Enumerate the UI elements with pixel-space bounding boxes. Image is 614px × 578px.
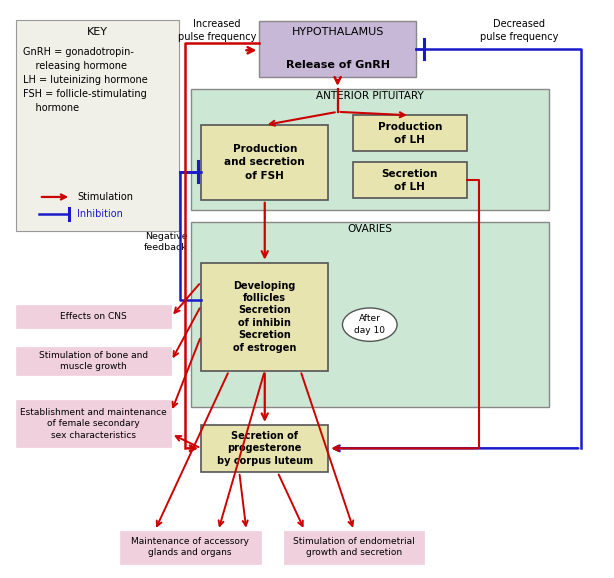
FancyBboxPatch shape <box>353 115 467 151</box>
FancyBboxPatch shape <box>191 89 549 210</box>
FancyBboxPatch shape <box>201 125 328 200</box>
Text: Secretion
of LH: Secretion of LH <box>382 169 438 192</box>
Text: Maintenance of accessory
glands and organs: Maintenance of accessory glands and orga… <box>131 537 249 558</box>
Text: Decreased
pulse frequency: Decreased pulse frequency <box>480 18 558 42</box>
FancyBboxPatch shape <box>259 21 416 77</box>
Text: Stimulation of bone and
muscle growth: Stimulation of bone and muscle growth <box>39 351 149 371</box>
Text: Secretion of
progesterone
by corpus luteum: Secretion of progesterone by corpus lute… <box>217 431 313 466</box>
Text: ANTERIOR PITUITARY: ANTERIOR PITUITARY <box>316 91 424 101</box>
Text: Developing
follicles
Secretion
of inhibin
Secretion
of estrogen: Developing follicles Secretion of inhibi… <box>233 280 297 353</box>
Text: Release of GnRH: Release of GnRH <box>286 60 390 70</box>
FancyBboxPatch shape <box>201 425 328 472</box>
Text: Production
and secretion
of FSH: Production and secretion of FSH <box>225 144 305 181</box>
Text: Increased
pulse frequency: Increased pulse frequency <box>177 18 256 42</box>
Text: Inhibition: Inhibition <box>77 209 123 219</box>
FancyBboxPatch shape <box>353 162 467 198</box>
Text: Stimulation: Stimulation <box>77 192 133 202</box>
FancyBboxPatch shape <box>201 262 328 370</box>
Text: Effects on CNS: Effects on CNS <box>61 312 127 321</box>
Text: OVARIES: OVARIES <box>348 224 392 234</box>
Text: Establishment and maintenance
of female secondary
sex characteristics: Establishment and maintenance of female … <box>20 407 167 439</box>
FancyBboxPatch shape <box>191 222 549 407</box>
Text: GnRH = gonadotropin-
    releasing hormone
LH = luteinizing hormone
FSH = follic: GnRH = gonadotropin- releasing hormone L… <box>23 47 147 113</box>
FancyBboxPatch shape <box>17 305 171 328</box>
Text: HYPOTHALAMUS: HYPOTHALAMUS <box>292 27 384 38</box>
FancyBboxPatch shape <box>17 347 171 375</box>
FancyBboxPatch shape <box>120 531 260 564</box>
Text: After
day 10: After day 10 <box>354 314 385 335</box>
FancyBboxPatch shape <box>17 400 171 447</box>
Text: KEY: KEY <box>87 27 108 38</box>
Ellipse shape <box>343 308 397 342</box>
Text: Negative
feedback: Negative feedback <box>144 232 188 252</box>
FancyBboxPatch shape <box>284 531 424 564</box>
Text: Stimulation of endometrial
growth and secretion: Stimulation of endometrial growth and se… <box>293 537 415 558</box>
FancyBboxPatch shape <box>17 20 179 231</box>
Text: Production
of LH: Production of LH <box>378 122 442 144</box>
